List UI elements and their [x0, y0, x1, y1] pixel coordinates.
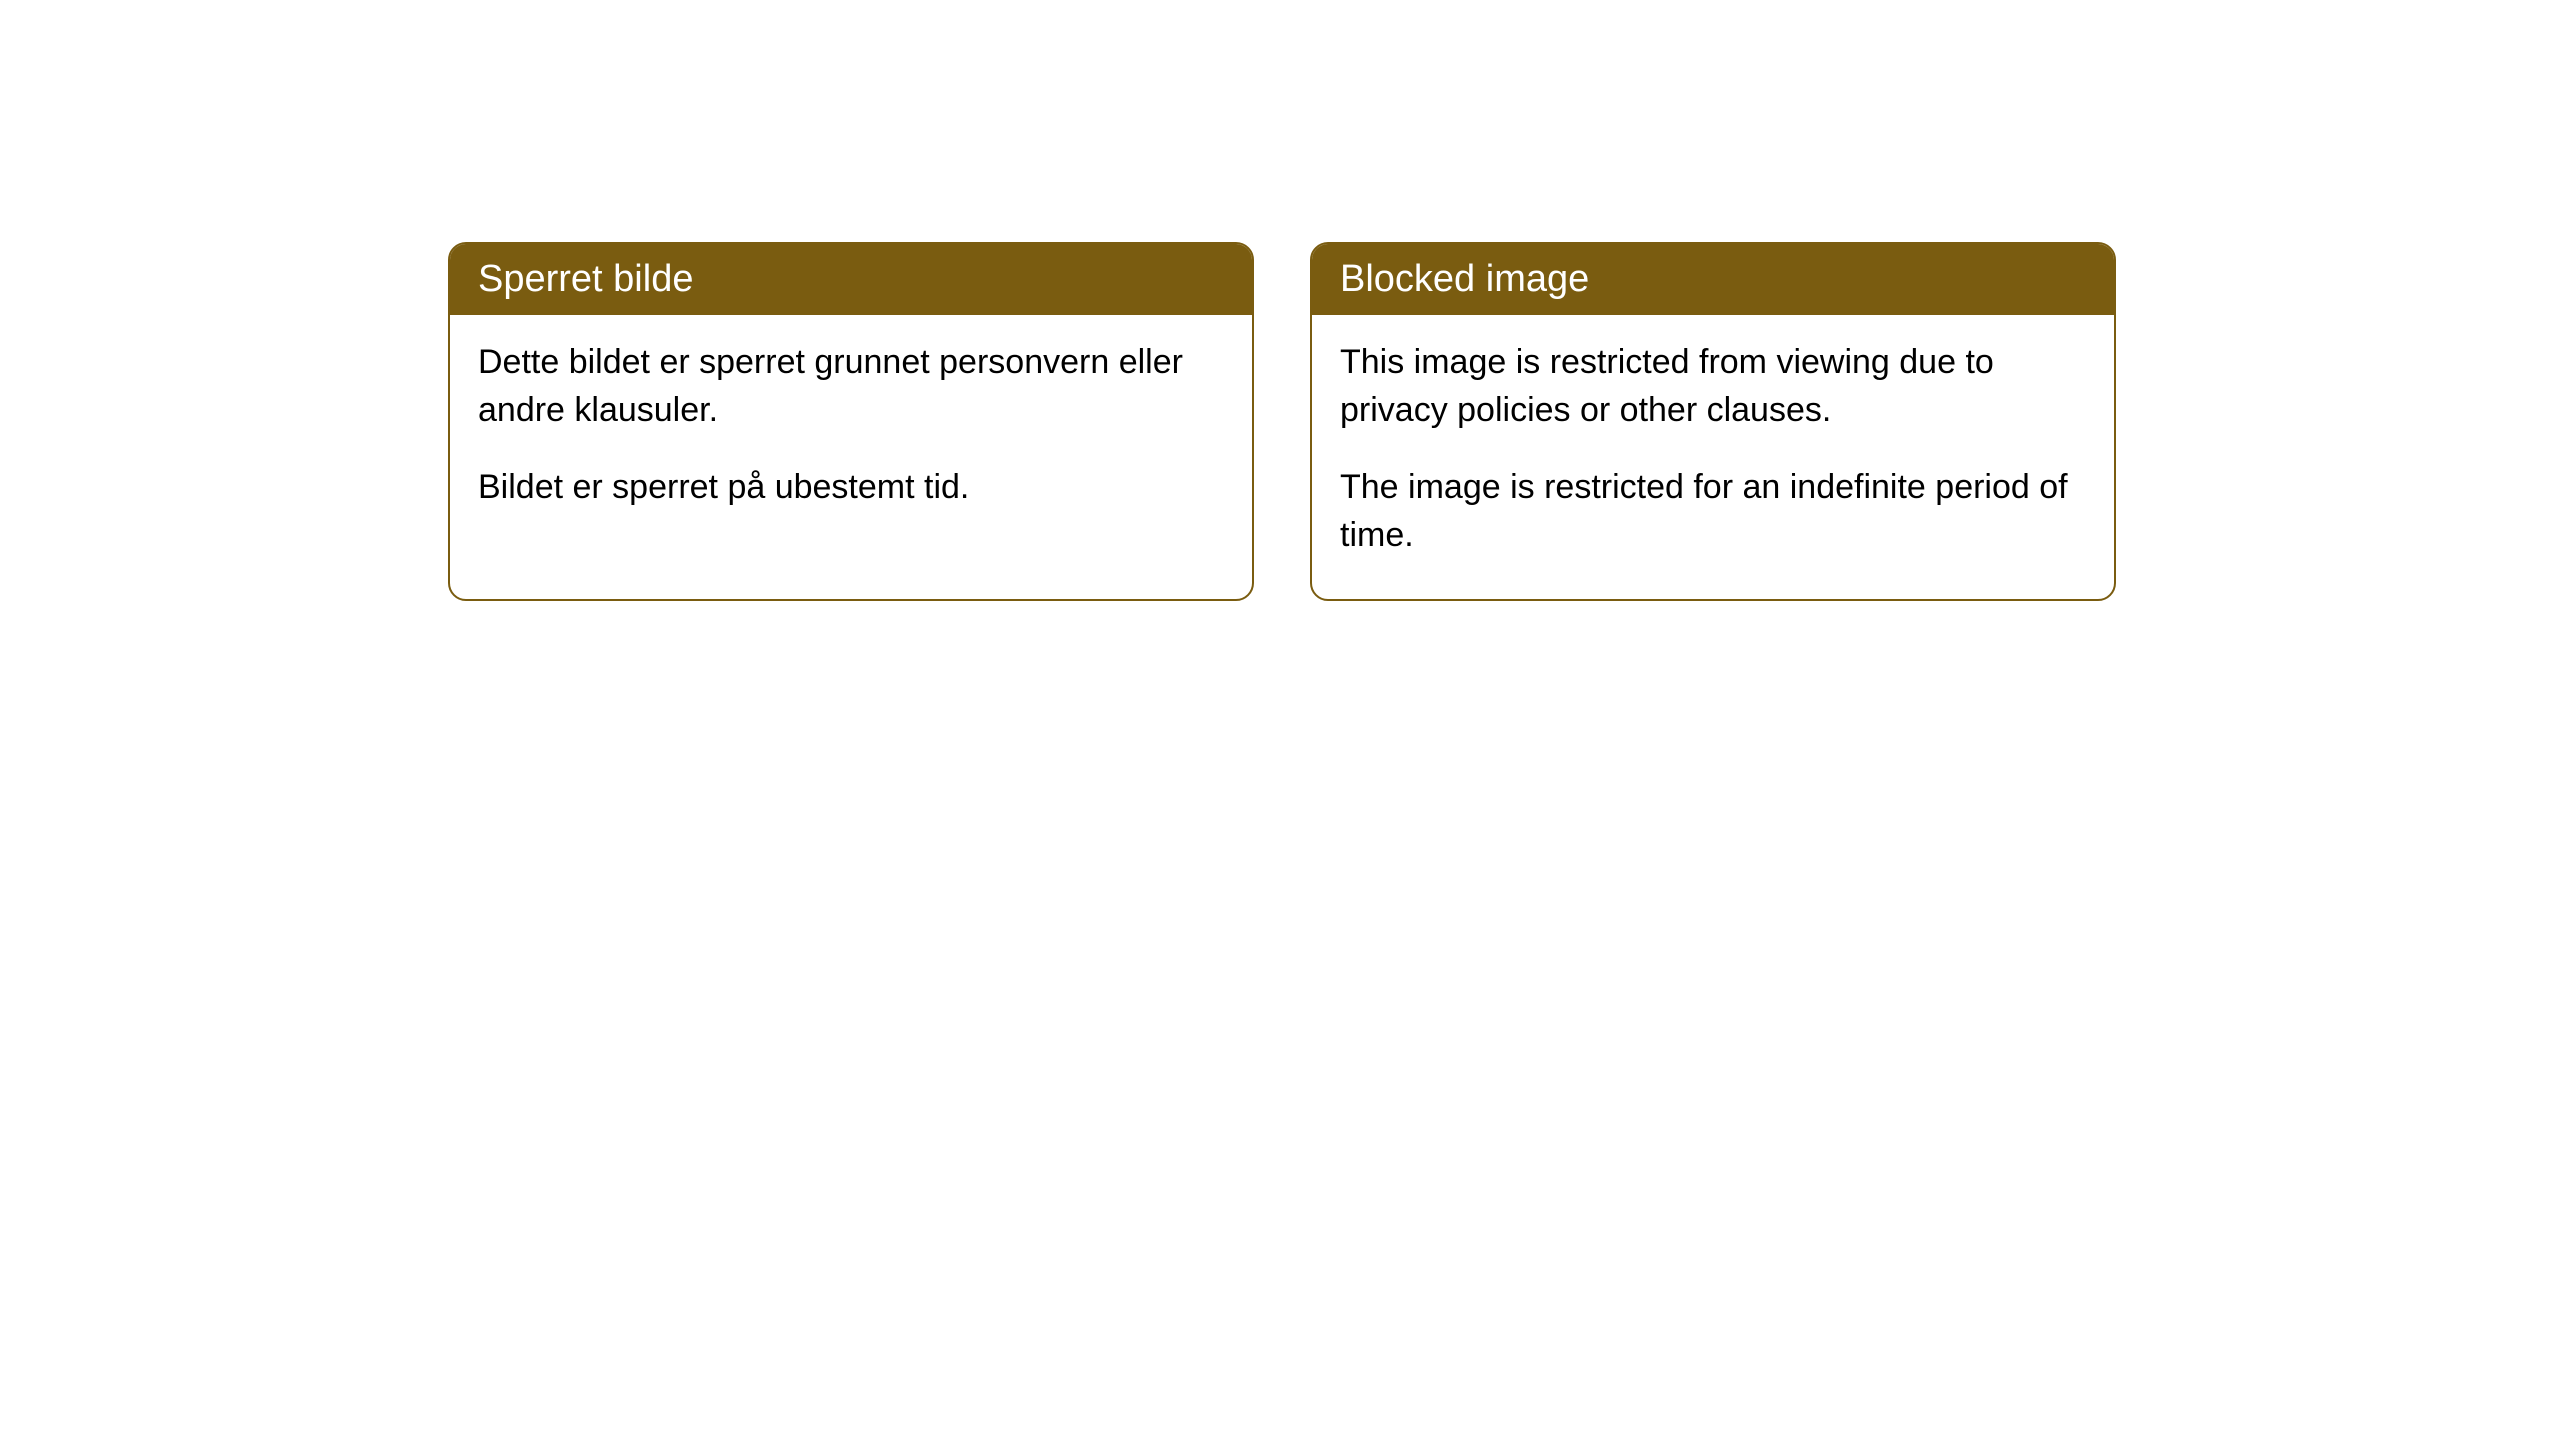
card-body: Dette bildet er sperret grunnet personve…	[450, 315, 1252, 552]
card-title: Sperret bilde	[478, 258, 693, 300]
card-paragraph: This image is restricted from viewing du…	[1340, 339, 2086, 434]
notice-card-norwegian: Sperret bilde Dette bildet er sperret gr…	[448, 242, 1254, 601]
card-paragraph: Dette bildet er sperret grunnet personve…	[478, 339, 1224, 434]
card-title: Blocked image	[1340, 258, 1589, 300]
card-header: Blocked image	[1312, 244, 2114, 315]
card-paragraph: Bildet er sperret på ubestemt tid.	[478, 464, 1224, 512]
card-body: This image is restricted from viewing du…	[1312, 315, 2114, 599]
card-header: Sperret bilde	[450, 244, 1252, 315]
notice-container: Sperret bilde Dette bildet er sperret gr…	[0, 0, 2560, 601]
notice-card-english: Blocked image This image is restricted f…	[1310, 242, 2116, 601]
card-paragraph: The image is restricted for an indefinit…	[1340, 464, 2086, 559]
